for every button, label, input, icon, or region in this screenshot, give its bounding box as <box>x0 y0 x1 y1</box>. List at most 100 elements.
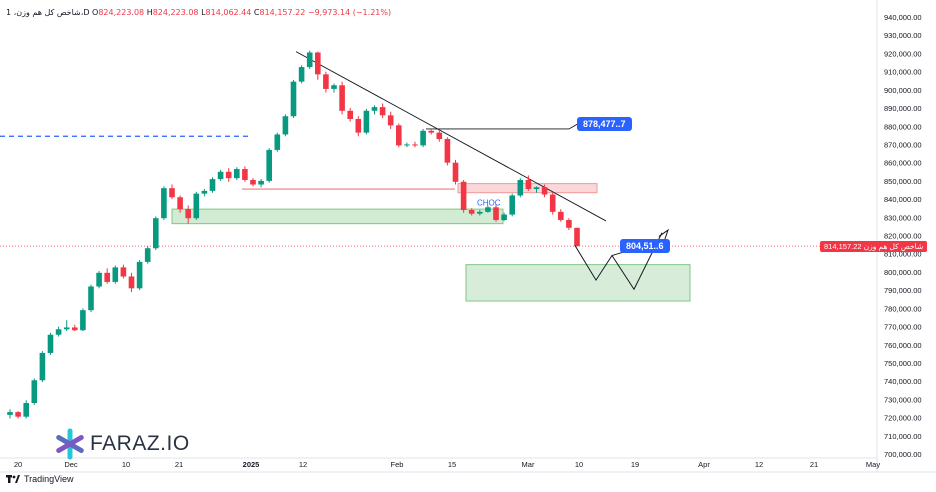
candle-body <box>193 193 200 219</box>
low-label: L <box>201 8 206 17</box>
candle-body <box>468 210 475 214</box>
tradingview-label: TradingView <box>24 474 74 484</box>
demand-zone-left <box>171 208 504 225</box>
candle-body <box>15 412 21 417</box>
open-value: 824,223.08 <box>98 8 145 17</box>
x-tick-label: 10 <box>122 460 130 469</box>
candle-body <box>517 179 524 196</box>
candle <box>525 175 532 191</box>
x-tick-label: 15 <box>448 460 456 469</box>
candle <box>436 129 443 142</box>
candle-body <box>477 211 483 214</box>
candle <box>460 179 467 213</box>
candle <box>468 208 475 216</box>
y-tick-label: 770,000.00 <box>884 323 922 332</box>
candle <box>161 186 167 221</box>
low-value: 814,062.44 <box>205 8 252 17</box>
high-label: H <box>146 8 153 17</box>
candle <box>144 246 151 264</box>
y-tick-label: 870,000.00 <box>884 140 922 149</box>
candle-body <box>315 52 321 75</box>
candle-body <box>566 220 572 228</box>
y-tick-label: 800,000.00 <box>884 268 922 277</box>
candle-body <box>412 144 418 146</box>
candle-body <box>339 85 345 111</box>
x-tick-label: Dec <box>64 460 78 469</box>
candle <box>258 179 264 188</box>
x-tick-label: 21 <box>810 460 818 469</box>
candle-body <box>80 310 86 331</box>
candle-body <box>242 169 248 180</box>
candle <box>274 132 281 152</box>
candle-body <box>128 276 135 289</box>
candle-body <box>234 169 240 179</box>
callout-upper-connector <box>426 122 581 130</box>
candle-body <box>282 116 289 135</box>
y-tick-label: 820,000.00 <box>884 232 922 241</box>
tradingview-brand[interactable]: TradingView <box>6 474 74 484</box>
candle <box>128 272 135 292</box>
close-label: C <box>253 8 260 17</box>
candle <box>23 400 29 419</box>
candle-body <box>420 130 426 146</box>
candle <box>169 184 175 200</box>
price-callout-lower[interactable]: 804,51..6 <box>620 238 670 253</box>
candle <box>250 178 256 187</box>
candle-body <box>444 138 451 163</box>
candle <box>31 378 38 405</box>
candle <box>80 308 86 332</box>
candle-body <box>460 181 467 211</box>
candle-body <box>169 188 175 198</box>
symbol-label[interactable]: 1 ،شاخص کل هم وزن،D <box>6 8 90 17</box>
candle-body <box>452 162 459 182</box>
candle <box>331 83 337 93</box>
candle-body <box>250 179 256 185</box>
candle <box>549 192 556 215</box>
candle <box>558 209 564 222</box>
candle <box>88 284 94 312</box>
open-label: O <box>92 8 99 17</box>
candle <box>323 71 329 93</box>
candle <box>120 264 127 279</box>
candle-body <box>136 261 143 289</box>
candle <box>266 148 272 183</box>
candle-body <box>493 207 499 221</box>
y-tick-label: 730,000.00 <box>884 395 922 404</box>
x-tick-label: 10 <box>575 460 583 469</box>
candle-body <box>23 403 29 417</box>
candle <box>306 50 313 69</box>
candle <box>452 159 459 185</box>
candle-body <box>274 134 281 150</box>
candle <box>347 108 353 122</box>
y-tick-label: 900,000.00 <box>884 86 922 95</box>
candle <box>201 189 208 197</box>
candle-body <box>63 327 70 330</box>
x-tick-label: Mar <box>522 460 535 469</box>
candle-body <box>379 107 386 116</box>
candle <box>39 351 46 383</box>
x-tick-label: 19 <box>631 460 639 469</box>
candle-body <box>558 211 564 221</box>
candle-body <box>574 227 580 247</box>
candle <box>15 411 21 419</box>
y-tick-label: 760,000.00 <box>884 341 922 350</box>
candle <box>242 166 248 182</box>
price-callout-upper[interactable]: 878,477..7 <box>577 116 632 131</box>
candle <box>404 142 410 148</box>
y-tick-label: 940,000.00 <box>884 13 922 22</box>
candle-body <box>47 334 54 353</box>
x-tick-label: 20 <box>14 460 22 469</box>
candle <box>574 227 580 247</box>
candle <box>234 167 240 180</box>
candle-body <box>371 107 378 111</box>
x-tick-label: 12 <box>299 460 307 469</box>
candle-body <box>209 179 216 191</box>
candle <box>153 216 159 251</box>
snowflake-logo-icon <box>56 428 84 460</box>
candle-body <box>258 180 264 185</box>
last-price-name: شاخص کل هم وزن <box>863 242 924 252</box>
candle <box>185 205 191 224</box>
candle <box>517 178 524 198</box>
